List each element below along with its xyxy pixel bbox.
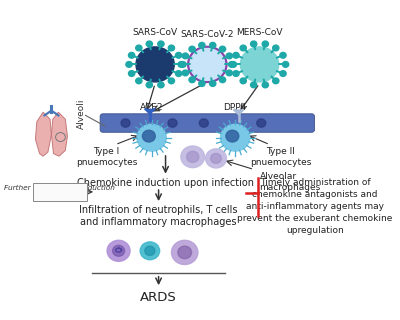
Circle shape [113,245,124,256]
Circle shape [220,124,250,151]
Circle shape [128,71,135,76]
Circle shape [250,82,257,88]
Circle shape [146,82,152,88]
Circle shape [182,53,188,59]
Polygon shape [52,112,68,156]
Text: Timely administration of
chemokine antagonists and
anti-inflammatory agents may
: Timely administration of chemokine antag… [238,179,393,235]
Circle shape [136,45,142,51]
Circle shape [126,61,132,67]
Circle shape [199,119,208,127]
Circle shape [178,246,192,259]
Circle shape [233,71,239,76]
Circle shape [168,45,174,51]
Circle shape [107,240,130,261]
Circle shape [219,46,226,52]
Text: MERS-CoV: MERS-CoV [236,28,283,37]
Circle shape [282,61,289,67]
Text: ARDS: ARDS [140,291,177,304]
Circle shape [199,43,205,48]
Circle shape [137,124,166,151]
Circle shape [168,78,174,84]
Circle shape [233,52,239,58]
Circle shape [182,70,188,76]
Circle shape [262,82,268,88]
Circle shape [176,71,182,76]
Circle shape [226,130,239,142]
Text: Alveoli: Alveoli [77,99,86,129]
Circle shape [158,41,164,47]
Circle shape [280,52,286,58]
Text: Chemokine induction upon infection: Chemokine induction upon infection [77,178,254,188]
Circle shape [189,77,195,83]
Polygon shape [36,112,52,156]
Circle shape [158,82,164,88]
Circle shape [199,81,205,86]
Text: DPP4: DPP4 [224,103,247,112]
Text: Type I
pnuemocytes: Type I pnuemocytes [76,147,137,167]
Polygon shape [234,109,243,114]
Circle shape [273,45,279,51]
Polygon shape [145,109,154,114]
Circle shape [172,240,198,265]
Circle shape [219,77,226,83]
Circle shape [128,52,135,58]
Circle shape [210,43,216,48]
Text: ACE2: ACE2 [140,103,163,112]
Circle shape [240,47,279,82]
Circle shape [121,119,130,127]
FancyBboxPatch shape [33,183,87,201]
Circle shape [181,146,204,168]
Text: Further chemokine production
post activation: Further chemokine production post activa… [4,185,115,198]
Circle shape [136,47,174,82]
Text: Infiltration of neutrophils, T cells
and inflammatory macrophages: Infiltration of neutrophils, T cells and… [79,205,238,227]
Circle shape [250,41,257,47]
Circle shape [186,151,199,163]
Circle shape [178,61,184,67]
Circle shape [226,53,232,59]
Circle shape [168,119,177,127]
Circle shape [273,78,279,84]
Circle shape [230,61,236,67]
Circle shape [146,41,152,47]
Text: SARS-CoV: SARS-CoV [132,28,178,37]
Circle shape [206,149,226,168]
Circle shape [145,246,155,255]
Circle shape [226,70,232,76]
Circle shape [210,153,222,164]
Text: Alveolar
macrophages: Alveolar macrophages [260,172,321,191]
Circle shape [136,78,142,84]
Text: Type II
pnuemocytes: Type II pnuemocytes [250,147,311,167]
Circle shape [210,81,216,86]
Circle shape [140,242,160,260]
Circle shape [257,119,266,127]
Text: SARS-CoV-2: SARS-CoV-2 [180,30,234,39]
Circle shape [240,78,246,84]
FancyBboxPatch shape [100,114,314,132]
Circle shape [189,46,195,52]
Circle shape [180,61,186,67]
Circle shape [240,45,246,51]
Circle shape [176,52,182,58]
Circle shape [228,61,235,67]
Circle shape [142,130,155,142]
Circle shape [280,71,286,76]
Circle shape [262,41,268,47]
Circle shape [190,49,225,80]
